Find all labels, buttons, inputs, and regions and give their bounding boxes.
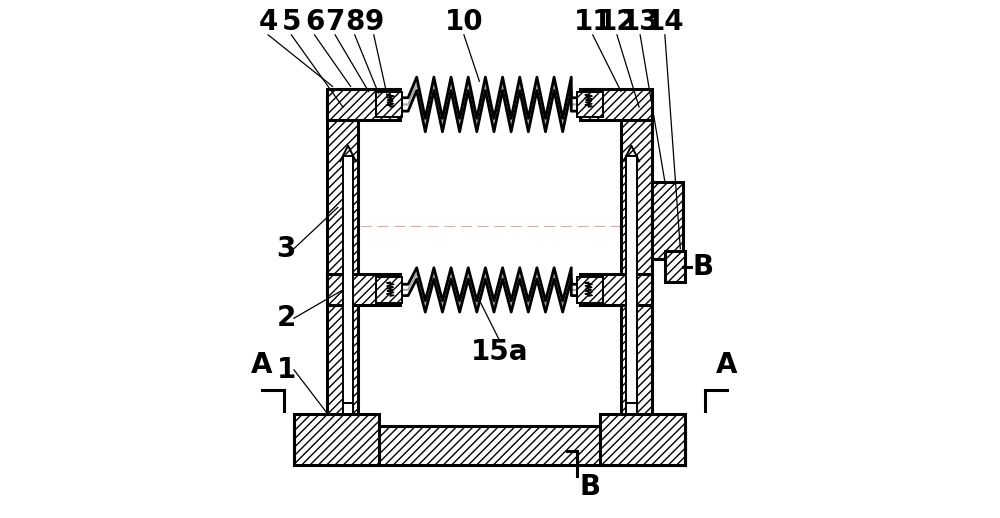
Text: 9: 9 [364,8,383,36]
Text: 14: 14 [646,8,684,36]
Text: A: A [716,351,737,379]
Text: 3: 3 [276,235,296,263]
Bar [343,156,353,413]
Bar [327,275,400,306]
Bar [665,251,685,282]
Text: A: A [251,351,273,379]
Bar [580,89,652,120]
Text: 15a: 15a [471,338,529,366]
Bar [327,94,358,426]
Bar [327,89,400,120]
Text: 6: 6 [305,8,324,36]
Text: 11: 11 [573,8,612,36]
Bar [621,94,652,426]
Text: 4: 4 [258,8,278,36]
Bar [376,277,402,303]
Text: 10: 10 [445,8,483,36]
Text: 5: 5 [282,8,301,36]
Bar [577,92,603,117]
Text: B: B [693,253,714,281]
Bar [652,182,683,259]
Text: 8: 8 [345,8,364,36]
Text: 13: 13 [621,8,659,36]
Text: 2: 2 [276,304,296,332]
Bar [327,426,685,465]
Text: 12: 12 [598,8,636,36]
Bar [577,277,603,303]
Bar [600,413,685,465]
Text: 7: 7 [325,8,345,36]
Bar [626,156,637,413]
Text: B: B [580,473,601,501]
Bar [294,413,379,465]
Bar [580,275,652,306]
Text: 1: 1 [277,356,296,384]
Bar [376,92,402,117]
